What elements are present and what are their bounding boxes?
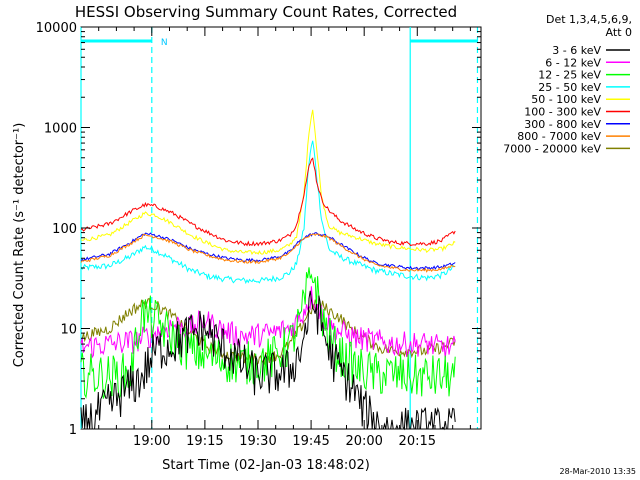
legend-label: 50 - 100 keV — [531, 93, 601, 106]
y-tick-label: 1000 — [44, 122, 77, 137]
legend-header-line-1: Det 1,3,4,5,6,9, — [546, 13, 632, 26]
y-tick-label: 10 — [60, 323, 77, 338]
y-tick-label: 1 — [69, 423, 77, 438]
legend-label: 6 - 12 keV — [545, 56, 601, 69]
chart-title: HESSI Observing Summary Count Rates, Cor… — [75, 3, 457, 21]
legend-header-line-2: Att 0 — [606, 26, 632, 39]
legend-label: 100 - 300 keV — [524, 106, 601, 119]
series-line — [80, 233, 456, 273]
legend-label: 800 - 7000 keV — [517, 130, 601, 143]
footer-date: 28-Mar-2010 13:35 — [560, 467, 637, 476]
series-line — [80, 157, 456, 247]
x-tick-label: 19:15 — [186, 434, 223, 449]
x-tick-label: 20:15 — [399, 434, 436, 449]
plot-area: N — [80, 26, 482, 431]
series-line — [80, 267, 456, 400]
x-tick-label: 19:30 — [239, 434, 276, 449]
legend-label: 300 - 800 keV — [524, 118, 601, 131]
series-line — [80, 290, 456, 431]
legend-label: 12 - 25 keV — [538, 69, 601, 82]
x-tick-label: 20:00 — [345, 434, 382, 449]
legend-label: 7000 - 20000 keV — [503, 142, 601, 155]
x-axis-label: Start Time (02-Jan-03 18:48:02) — [162, 458, 370, 473]
legend-label: 3 - 6 keV — [552, 44, 601, 57]
x-tick-label: 19:45 — [292, 434, 329, 449]
series-line — [80, 140, 456, 285]
x-tick-label: 19:00 — [133, 434, 170, 449]
series-line — [80, 286, 456, 359]
y-axis-ticks: 1 10 100 1000 10000 — [36, 21, 481, 438]
y-tick-label: 10000 — [36, 21, 77, 36]
y-axis-label: Corrected Count Rate (s⁻¹ detector⁻¹) — [12, 123, 27, 368]
legend-label: 25 - 50 keV — [538, 81, 601, 94]
y-tick-label: 100 — [52, 222, 77, 237]
night-annotation: N — [161, 38, 168, 48]
x-axis-ticks: 19:00 19:15 19:30 19:45 20:00 20:15 — [98, 27, 471, 449]
series-line — [80, 109, 456, 256]
